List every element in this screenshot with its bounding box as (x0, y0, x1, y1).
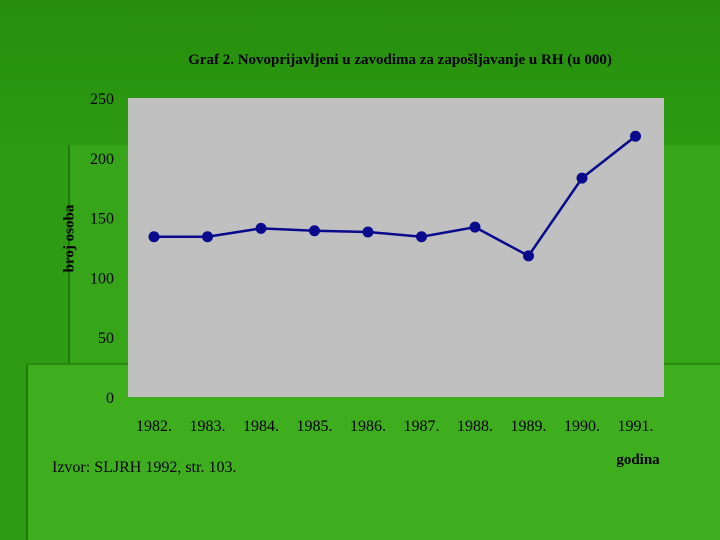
y-tick-label: 0 (106, 390, 114, 407)
background-divider-vertical-lower (26, 365, 28, 540)
data-point (469, 221, 481, 233)
x-axis-ticks: 1982. 1983. 1984. 1985. 1986. 1987. 1988. 1989.… (136, 418, 654, 435)
y-tick-label: 150 (90, 211, 114, 228)
background-divider-vertical (68, 145, 70, 365)
x-tick-label: 1986. (350, 418, 386, 435)
data-point (148, 231, 160, 243)
data-point (576, 172, 588, 184)
data-point (416, 231, 427, 243)
data-markers (148, 130, 641, 262)
data-point (309, 225, 320, 237)
x-tick-label: 1984. (243, 418, 279, 435)
source-note: Izvor: SLJRH 1992, str. 103. (52, 459, 237, 476)
chart-title: Graf 2. Novoprijavljeni u zavodima za za… (188, 52, 612, 68)
y-axis-ticks: 0 50 100 150 200 250 (90, 91, 114, 407)
y-tick-label: 250 (90, 91, 114, 108)
x-tick-label: 1983. (190, 418, 226, 435)
x-tick-label: 1985. (297, 418, 333, 435)
x-tick-label: 1991. (618, 418, 654, 435)
x-tick-label: 1982. (136, 418, 172, 435)
y-axis-label: broj osoba (61, 204, 78, 273)
data-point (362, 226, 374, 238)
x-tick-label: 1990. (564, 418, 600, 435)
data-point (202, 231, 213, 243)
y-tick-label: 100 (90, 270, 114, 287)
x-tick-label: 1988. (457, 418, 493, 435)
data-point (255, 222, 267, 234)
x-tick-label: 1987. (404, 418, 440, 435)
data-point (630, 130, 641, 142)
x-axis-label: godina (616, 452, 660, 468)
y-tick-label: 50 (98, 330, 114, 347)
plot-area (128, 98, 664, 397)
x-tick-label: 1989. (511, 418, 547, 435)
series-line (154, 135, 637, 258)
data-point (523, 250, 534, 262)
y-tick-label: 200 (90, 151, 114, 168)
